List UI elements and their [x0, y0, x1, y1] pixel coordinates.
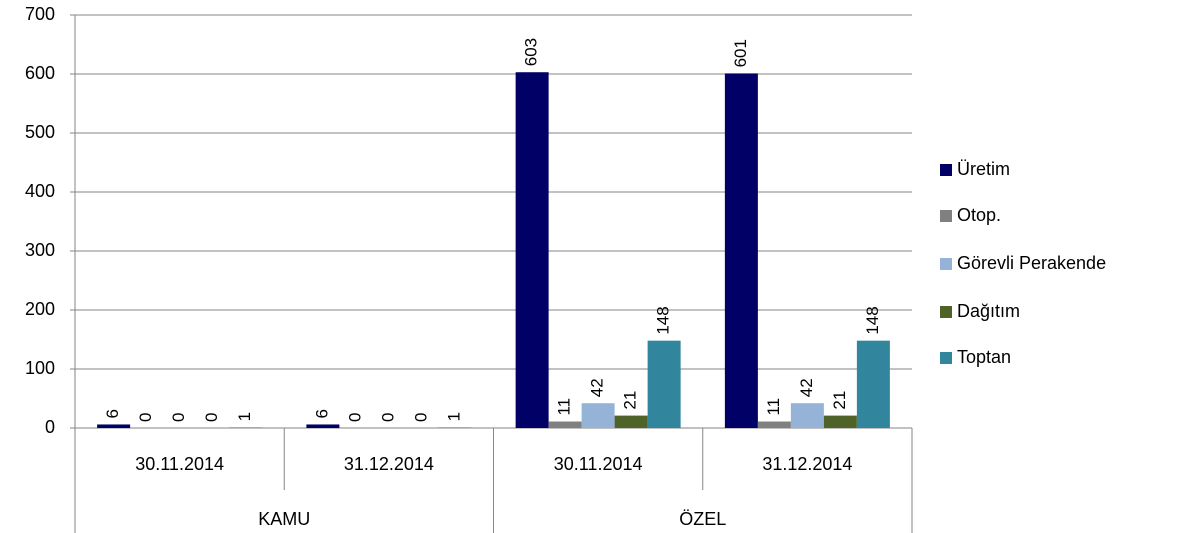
y-tick-label: 600: [25, 63, 55, 83]
legend-label: Görevli Perakende: [957, 253, 1106, 273]
bar: [581, 403, 615, 428]
bar: [856, 340, 890, 428]
x-tick-label: 31.12.2014: [344, 454, 434, 474]
data-label: 148: [863, 306, 882, 334]
y-tick-label: 400: [25, 181, 55, 201]
data-label: 21: [830, 391, 849, 410]
data-label: 21: [621, 391, 640, 410]
y-tick-label: 100: [25, 358, 55, 378]
x-tick-label: 30.11.2014: [135, 454, 224, 474]
bar: [306, 424, 340, 428]
legend-swatch: [940, 306, 952, 318]
data-label: 148: [654, 306, 673, 334]
bar: [515, 72, 549, 428]
data-label: 42: [588, 378, 607, 397]
data-label: 0: [169, 413, 188, 422]
bar: [438, 427, 472, 428]
bar: [790, 403, 824, 428]
data-label: 1: [235, 412, 254, 421]
bar: [647, 340, 681, 428]
legend-swatch: [940, 164, 952, 176]
legend-label: Otop.: [957, 205, 1001, 225]
data-label: 0: [378, 413, 397, 422]
bar: [548, 421, 582, 428]
bar: [229, 427, 263, 428]
legend-swatch: [940, 352, 952, 364]
bar: [614, 415, 648, 428]
data-label: 601: [731, 39, 750, 67]
data-label: 11: [764, 398, 783, 416]
legend-label: Toptan: [957, 347, 1011, 367]
data-label: 0: [345, 413, 364, 422]
x-tick-label: 30.11.2014: [554, 454, 643, 474]
data-label: 0: [202, 413, 221, 422]
y-tick-label: 300: [25, 240, 55, 260]
data-label: 603: [522, 38, 541, 66]
bar: [757, 421, 791, 428]
data-label: 0: [136, 413, 155, 422]
bar: [97, 424, 131, 428]
y-tick-label: 700: [25, 4, 55, 24]
data-label: 1: [444, 412, 463, 421]
data-label: 11: [555, 398, 574, 416]
y-tick-label: 500: [25, 122, 55, 142]
y-tick-label: 0: [45, 417, 55, 437]
legend-swatch: [940, 210, 952, 222]
bar: [724, 73, 758, 428]
group-label: ÖZEL: [679, 509, 726, 529]
data-label: 6: [103, 409, 122, 418]
x-tick-label: 31.12.2014: [762, 454, 852, 474]
group-label: KAMU: [258, 509, 310, 529]
legend-swatch: [940, 258, 952, 270]
y-tick-label: 200: [25, 299, 55, 319]
data-label: 0: [411, 413, 430, 422]
data-label: 6: [312, 409, 331, 418]
legend-label: Üretim: [957, 159, 1010, 179]
legend-label: Dağıtım: [957, 301, 1020, 321]
data-label: 42: [797, 378, 816, 397]
bar: [823, 415, 857, 428]
